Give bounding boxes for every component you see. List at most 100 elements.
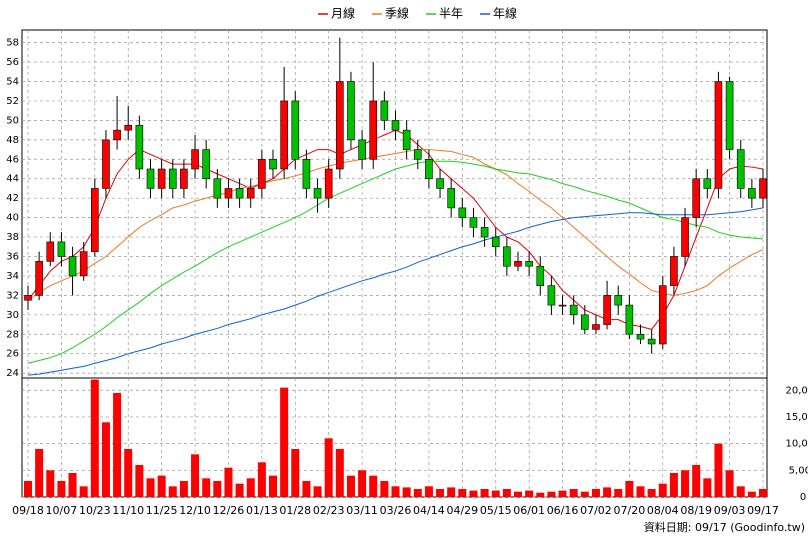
y-tick-label: 54 [6, 77, 19, 88]
y-tick-label: 48 [6, 135, 19, 146]
volume-bar [213, 481, 221, 497]
volume-bar [135, 465, 143, 497]
legend-label: 季線 [385, 6, 409, 21]
y-tick-label: 24 [6, 368, 19, 379]
volume-bar [24, 481, 32, 497]
y-tick-label: 30 [6, 310, 19, 321]
candle-body [80, 252, 87, 276]
candle-body [69, 256, 76, 275]
source-note: 資料日期: 09/17 (Goodinfo.tw) [644, 520, 805, 534]
volume-bar [247, 478, 255, 497]
volume-bar [35, 449, 43, 497]
y-tick-label: 46 [6, 154, 19, 165]
x-tick-label: 04/14 [413, 504, 445, 517]
x-tick-label: 11/25 [146, 504, 178, 517]
volume-bar [681, 470, 689, 497]
y-tick-label: 20,000 [786, 385, 808, 396]
volume-bar [737, 486, 745, 497]
candle-body [102, 140, 109, 189]
volume-bar [314, 486, 322, 497]
volume-bar [325, 438, 333, 497]
volume-bar [703, 478, 711, 497]
volume-bar [57, 481, 65, 497]
candle-body [359, 140, 366, 159]
volume-bar [714, 444, 722, 497]
candle-body [114, 130, 121, 140]
volume-bar [124, 449, 132, 497]
candle-body [136, 125, 143, 169]
volume-bar [147, 478, 155, 497]
x-tick-label: 09/03 [714, 504, 746, 517]
x-tick-label: 06/01 [513, 504, 545, 517]
volume-bar [369, 476, 377, 497]
volume-bar [280, 388, 288, 497]
x-tick-label: 07/02 [580, 504, 612, 517]
volume-bar [637, 486, 645, 497]
candle-body [414, 150, 421, 160]
candle-body [626, 305, 633, 334]
candle-body [559, 305, 566, 306]
candle-body [225, 188, 232, 198]
x-tick-label: 12/26 [213, 504, 245, 517]
volume-bar [492, 491, 500, 497]
candle-body [370, 101, 377, 159]
y-tick-label: 5,000 [789, 465, 808, 476]
y-tick-label: 32 [6, 290, 19, 301]
volume-bar [347, 476, 355, 497]
price-panel [22, 30, 767, 378]
candle-body [58, 242, 65, 257]
candle-body [592, 325, 599, 330]
volume-bar [202, 478, 210, 497]
candle-body [726, 82, 733, 150]
candle-body [247, 188, 254, 198]
candle-body [281, 101, 288, 169]
x-tick-label: 08/19 [680, 504, 712, 517]
y-tick-label: 34 [6, 271, 19, 282]
volume-bar [302, 481, 310, 497]
volume-bar [514, 492, 522, 497]
x-tick-label: 09/18 [12, 504, 44, 517]
volume-bar [481, 489, 489, 497]
candle-body [715, 82, 722, 189]
volume-bar [592, 489, 600, 497]
candle-body [303, 159, 310, 188]
volume-bar [180, 481, 188, 497]
candle-body [325, 169, 332, 198]
x-tick-label: 12/10 [179, 504, 211, 517]
x-tick-label: 01/13 [246, 504, 278, 517]
volume-bar [236, 484, 244, 497]
candle-body [36, 261, 43, 295]
volume-bar [469, 491, 477, 497]
candle-body [481, 227, 488, 237]
y-tick-label: 52 [6, 96, 19, 107]
candle-body [637, 334, 644, 339]
candle-body [25, 295, 32, 300]
candle-body [670, 256, 677, 285]
candle-body [548, 286, 555, 305]
candle-body [336, 82, 343, 169]
candle-body [659, 286, 666, 344]
legend-label: 月線 [331, 6, 355, 21]
candle-body [125, 125, 132, 130]
candle-body [180, 169, 187, 188]
volume-bar [447, 487, 455, 497]
candle-body [147, 169, 154, 188]
candle-body [236, 188, 243, 198]
volume-bar [659, 484, 667, 497]
volume-bar [113, 393, 121, 497]
volume-bar [625, 481, 633, 497]
candle-body [570, 305, 577, 315]
candle-body [704, 179, 711, 189]
y-tick-label: 44 [6, 174, 19, 185]
x-tick-label: 05/15 [480, 504, 512, 517]
volume-bar [224, 468, 232, 497]
volume-bar [603, 487, 611, 497]
candle-body [581, 315, 588, 330]
volume-bar [91, 380, 99, 497]
y-tick-label: 50 [6, 115, 19, 126]
volume-bar [525, 491, 533, 497]
candle-body [270, 159, 277, 169]
candle-body [648, 339, 655, 344]
x-tick-label: 10/07 [46, 504, 78, 517]
